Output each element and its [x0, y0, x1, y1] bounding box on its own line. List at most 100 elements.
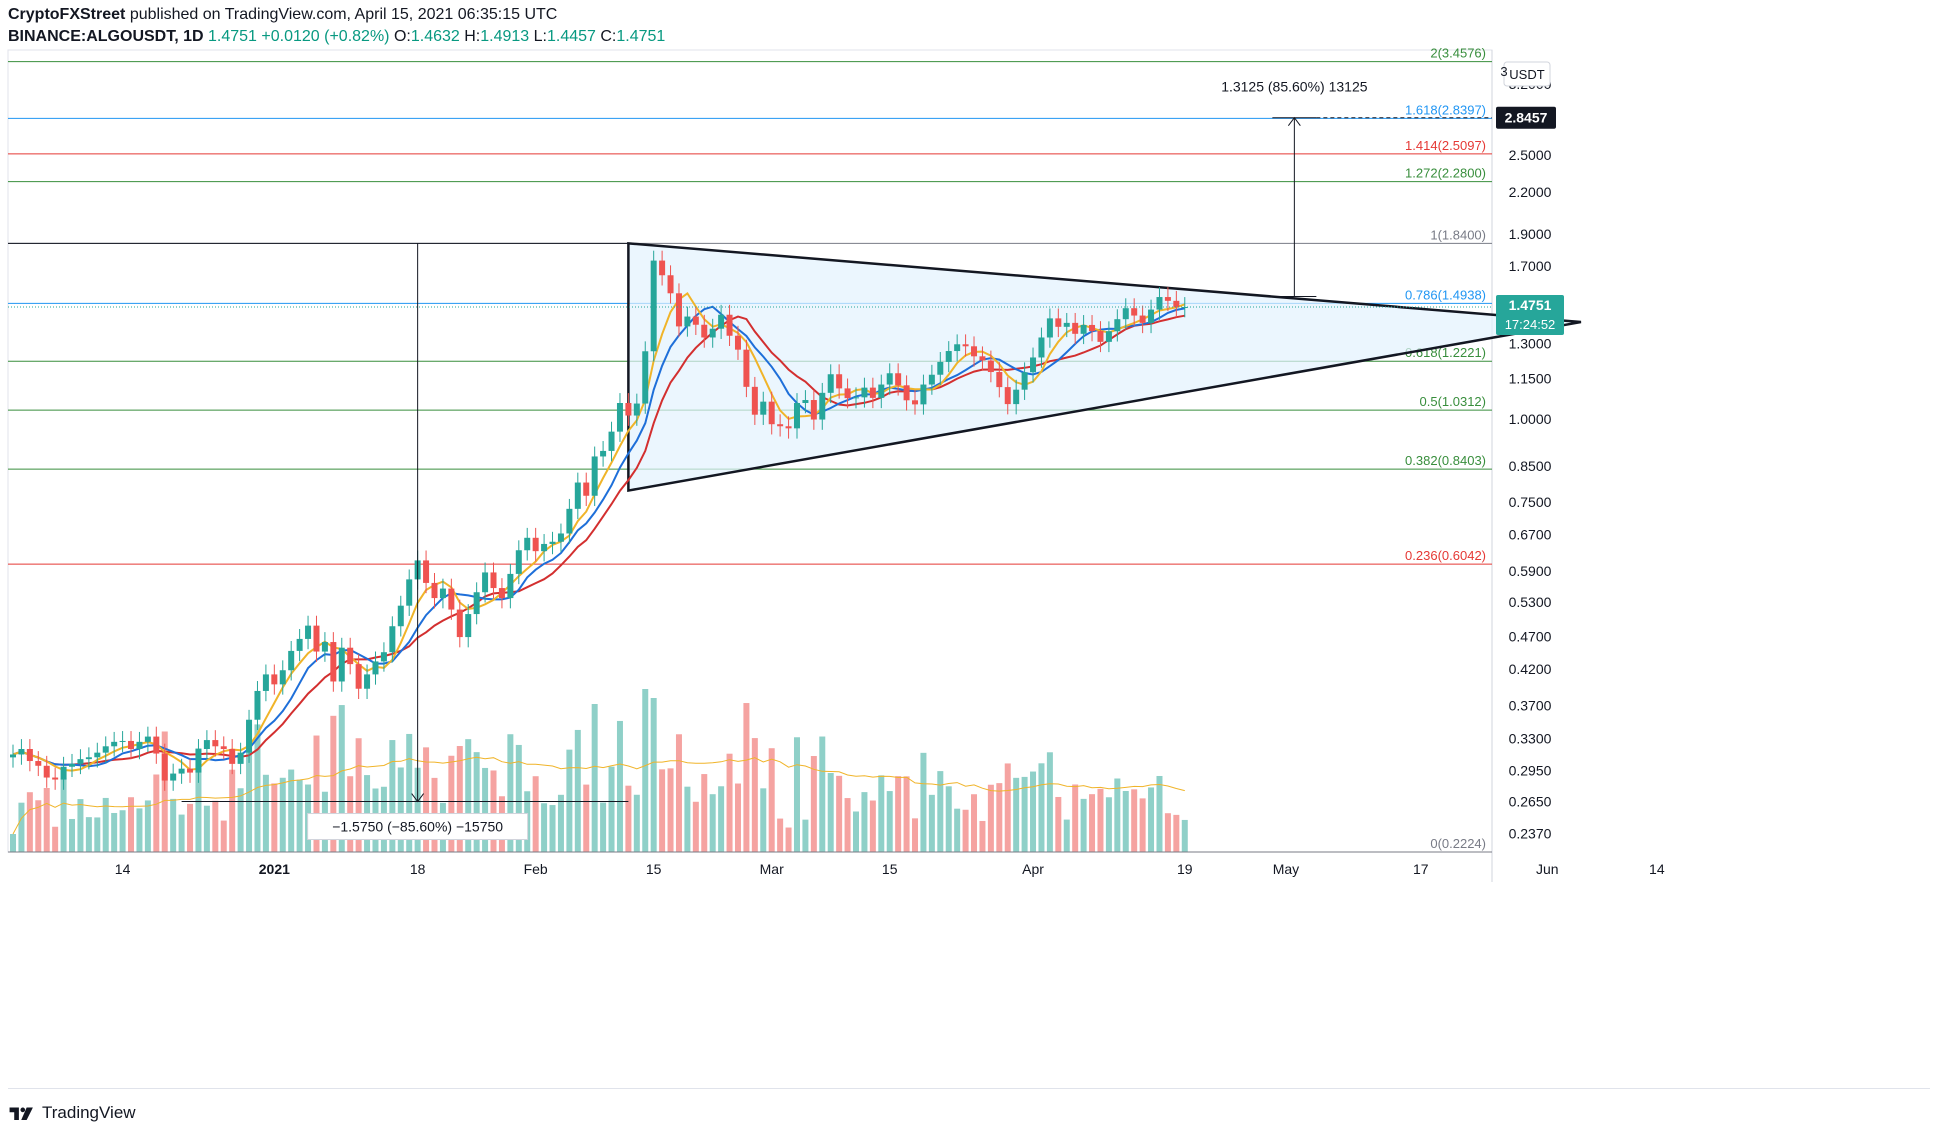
- volume-bar: [1004, 763, 1011, 852]
- candle-body: [1156, 297, 1163, 310]
- candle-body: [380, 652, 387, 662]
- candle-body: [220, 746, 227, 749]
- volume-bar: [229, 769, 236, 852]
- volume-bar: [625, 785, 632, 852]
- y-tick-label: 0.2950: [1509, 763, 1552, 779]
- volume-bar: [94, 817, 101, 852]
- candle-body: [928, 374, 935, 385]
- volume-bar: [979, 820, 986, 852]
- footer-brand[interactable]: TradingView: [42, 1103, 136, 1122]
- candle-body: [642, 351, 649, 404]
- volume-bar: [760, 788, 767, 852]
- candle-body: [1021, 372, 1028, 390]
- y-tick-label: 0.5900: [1509, 563, 1552, 579]
- fib-label: 0.5(1.0312): [1420, 394, 1487, 409]
- x-tick-label: Apr: [1022, 861, 1044, 877]
- candle-body: [203, 740, 210, 749]
- candle-body: [650, 260, 657, 352]
- correction-measure-label: −1.5750 (−85.60%) −15750: [332, 819, 503, 835]
- y-tick-label: 0.3300: [1509, 730, 1552, 746]
- y-tick-label-cut: 3: [1500, 64, 1507, 79]
- candle-body: [1038, 337, 1045, 358]
- volume-bar: [583, 784, 590, 852]
- tradingview-logo-icon: [9, 1107, 33, 1120]
- close-value: 1.4751: [616, 28, 666, 45]
- arrow-down-icon: [411, 793, 425, 803]
- candle-body: [69, 763, 76, 767]
- currency-badge-text: USDT: [1509, 67, 1544, 82]
- candle-body: [524, 537, 531, 551]
- volume-bar: [650, 698, 657, 852]
- volume-bar: [861, 792, 868, 852]
- volume-bar: [220, 820, 227, 852]
- volume-bar: [945, 786, 952, 852]
- candle-body: [1105, 331, 1112, 342]
- x-tick-label: Mar: [760, 861, 784, 877]
- volume-bar: [144, 800, 151, 852]
- candle-body: [254, 690, 261, 720]
- symbol-name[interactable]: BINANCE:ALGOUSDT, 1D: [8, 28, 204, 45]
- last-price-badge: [1496, 295, 1564, 336]
- candle-body: [937, 361, 944, 375]
- volume-bar: [1013, 777, 1020, 852]
- candle-body: [212, 740, 219, 747]
- candle-body: [1072, 322, 1079, 334]
- volume-bar: [423, 747, 430, 852]
- candle-body: [1114, 319, 1121, 332]
- candle-body: [406, 579, 413, 606]
- volume-bar: [406, 733, 413, 852]
- volume-bar: [777, 818, 784, 852]
- volume-bar: [1021, 776, 1028, 852]
- candle-body: [465, 614, 472, 638]
- volume-bar: [1055, 796, 1062, 852]
- volume-bar: [1080, 798, 1087, 852]
- candle-body: [912, 400, 919, 405]
- candle-body: [836, 374, 843, 389]
- candle-body: [195, 748, 202, 773]
- x-tick-label: 14: [115, 861, 131, 877]
- candle-body: [111, 741, 118, 747]
- candle-body: [515, 550, 522, 574]
- candle-body: [338, 647, 345, 682]
- candle-body: [878, 384, 885, 398]
- y-tick-label: 2.5000: [1509, 147, 1552, 163]
- volume-bar: [853, 811, 859, 852]
- volume-bar: [515, 744, 522, 852]
- candle-body: [701, 324, 708, 338]
- fib-label: 2(3.4576): [1430, 46, 1486, 61]
- volume-bar: [869, 800, 876, 852]
- candle-body: [1055, 318, 1062, 327]
- fib-label: 1.414(2.5097): [1405, 138, 1486, 153]
- candle-body: [768, 401, 775, 425]
- volume-bar: [237, 788, 244, 852]
- target-price-badge: [1496, 106, 1556, 129]
- volume-bar: [886, 791, 893, 852]
- candle-body: [271, 674, 278, 685]
- volume-bar: [912, 818, 919, 852]
- candle-body: [439, 588, 446, 599]
- y-tick-label: 1.1500: [1509, 371, 1552, 387]
- volume-bar: [473, 752, 480, 852]
- volume-bar: [836, 775, 843, 852]
- volume-bar: [734, 783, 741, 852]
- footer: TradingView: [8, 1098, 136, 1128]
- publisher-name[interactable]: CryptoFXStreet: [8, 6, 126, 23]
- candle-body: [1080, 324, 1087, 334]
- volume-bar: [895, 776, 902, 852]
- x-tick-label: Feb: [524, 861, 548, 877]
- volume-bar: [1105, 797, 1112, 852]
- candle-body: [903, 385, 910, 401]
- volume-bar: [288, 769, 295, 852]
- candle-body: [26, 748, 33, 762]
- candle-body: [810, 400, 817, 420]
- candle-body: [187, 768, 194, 773]
- volume-bar: [827, 773, 834, 852]
- candle-body: [920, 384, 927, 405]
- currency-badge: [1503, 61, 1551, 87]
- candle-body: [1004, 387, 1011, 405]
- candle-body: [52, 777, 59, 780]
- published-text: published on TradingView.com, April 15, …: [129, 6, 558, 23]
- candle-body: [971, 346, 978, 357]
- x-tick-label: 15: [646, 861, 662, 877]
